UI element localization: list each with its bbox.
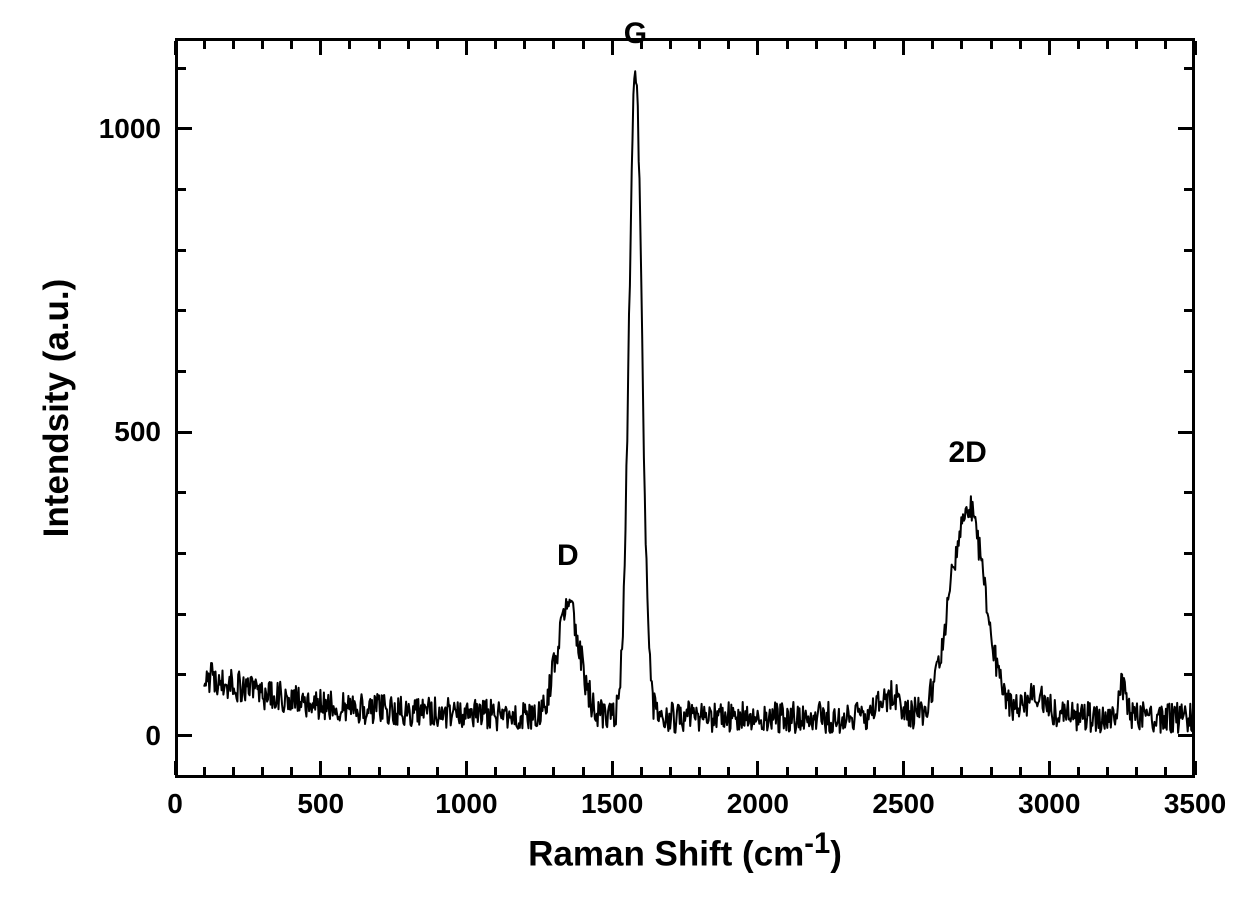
x-tick-label: 3000	[1018, 788, 1080, 820]
x-axis-label-text-1: Raman Shift (cm	[528, 835, 804, 874]
y-axis-label-text: Intendsity (a.u.)	[37, 279, 76, 538]
raman-spectrum-figure: 0 500 1000 1500 2000 2500 3000 3500 0 500 1000 Int…	[0, 0, 1239, 913]
x-tick-label: 3500	[1164, 788, 1226, 820]
x-tick-label: 0	[167, 788, 183, 820]
x-tick-label: 2500	[872, 788, 934, 820]
x-axis-label: Raman Shift (cm-1)	[528, 828, 842, 875]
x-tick-label: 500	[297, 788, 344, 820]
x-tick-label: 1500	[581, 788, 643, 820]
x-axis-label-sup: -1	[804, 828, 830, 860]
peak-label-G: G	[624, 17, 647, 51]
y-tick-label: 500	[114, 416, 161, 448]
spectrum-svg	[0, 0, 1239, 913]
x-tick-label: 1000	[435, 788, 497, 820]
y-axis-label: Intendsity (a.u.)	[37, 279, 77, 538]
peak-label-D: D	[557, 539, 579, 573]
y-tick-label: 0	[145, 720, 161, 752]
peak-label-2D: 2D	[948, 436, 986, 470]
spectrum-line	[204, 71, 1195, 733]
x-tick-label: 2000	[727, 788, 789, 820]
x-axis-label-text-2: )	[830, 835, 842, 874]
y-tick-label: 1000	[99, 113, 161, 145]
